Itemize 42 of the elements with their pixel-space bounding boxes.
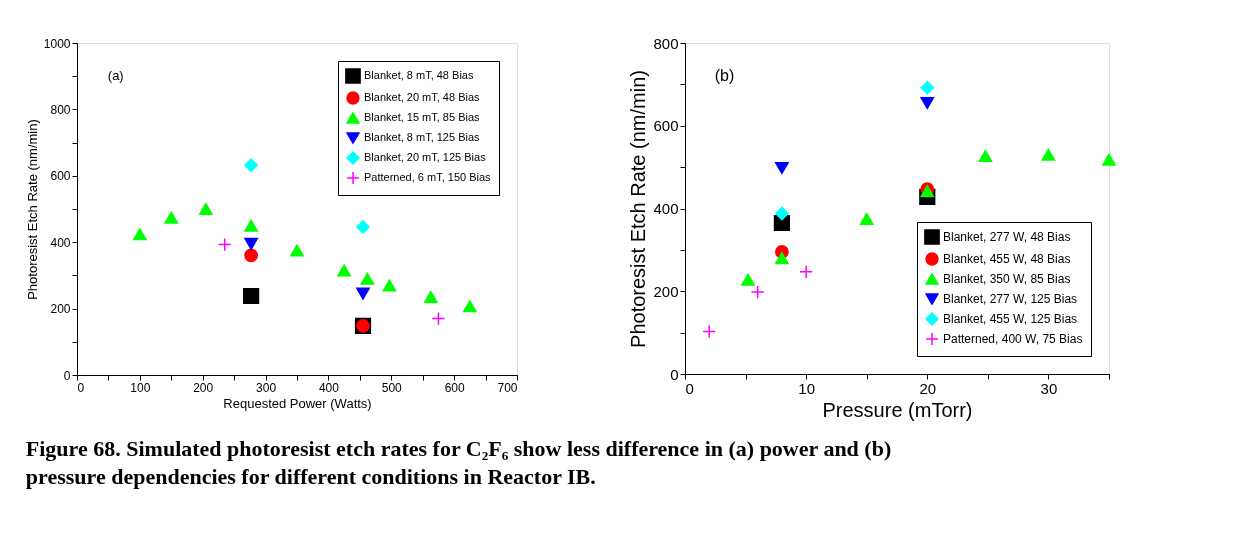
x-axis-title: Pressure (mTorr) [822, 398, 973, 421]
x-tick-label: 10 [798, 379, 815, 397]
legend-label: Blanket, 350 W, 85 Bias [943, 272, 1071, 286]
x-tick-label: 500 [381, 380, 403, 395]
x-tick-label: 0 [685, 379, 694, 397]
y-tick-label: 0 [63, 368, 71, 383]
x-tick-label: 300 [256, 380, 277, 395]
x-tick-label: 600 [444, 380, 465, 395]
y-tick-label: 600 [50, 169, 71, 184]
legend-label: Patterned, 6 mT, 150 Bias [364, 171, 492, 183]
x-tick-label: 0 [77, 380, 85, 395]
legend-label: Blanket, 455 W, 125 Bias [943, 312, 1078, 326]
y-tick-label: 800 [50, 102, 71, 117]
y-tick-label: 800 [653, 34, 679, 52]
legend-label: Blanket, 15 mT, 85 Bias [364, 111, 481, 123]
x-tick-label: 700 [497, 380, 518, 395]
y-tick-label: 400 [653, 200, 679, 217]
y-tick-label: 600 [653, 117, 679, 135]
x-tick-label: 100 [130, 380, 151, 395]
y-axis-title: Photoresist Etch Rate (nm/min) [24, 119, 40, 300]
legend-label: Patterned, 400 W, 75 Bias [943, 332, 1083, 346]
legend-label: Blanket, 8 mT, 48 Bias [364, 69, 474, 81]
y-tick-label: 200 [653, 282, 679, 300]
x-axis-title: Requested Power (Watts) [223, 395, 372, 411]
x-tick-label: 200 [193, 380, 214, 395]
annotation: (a) [107, 68, 124, 84]
legend-label: Blanket, 455 W, 48 Bias [943, 252, 1071, 266]
legend-label: Blanket, 8 mT, 125 Bias [364, 131, 481, 143]
y-tick-label: 400 [50, 235, 71, 250]
legend-label: Blanket, 20 mT, 48 Bias [364, 91, 481, 103]
y-axis-title: Photoresist Etch Rate (nm/min) [627, 70, 650, 348]
legend-label: Blanket, 277 W, 125 Bias [943, 292, 1078, 306]
x-tick-label: 20 [919, 379, 937, 397]
x-tick-label: 400 [318, 380, 340, 395]
caption: Figure 68. Simulated photoresist etch rates for C₂F₆ show less difference in (a) power and (b) pressure dependencies for different conditions in Reactor IB. [25, 435, 892, 489]
legend-label: Blanket, 20 mT, 125 Bias [364, 151, 487, 163]
y-tick-label: 1000 [43, 36, 71, 51]
y-tick-label: 0 [670, 365, 679, 383]
annotation: (b) [714, 67, 735, 85]
x-tick-label: 30 [1040, 379, 1058, 397]
legend-label: Blanket, 277 W, 48 Bias [943, 230, 1071, 244]
y-tick-label: 200 [50, 302, 71, 317]
